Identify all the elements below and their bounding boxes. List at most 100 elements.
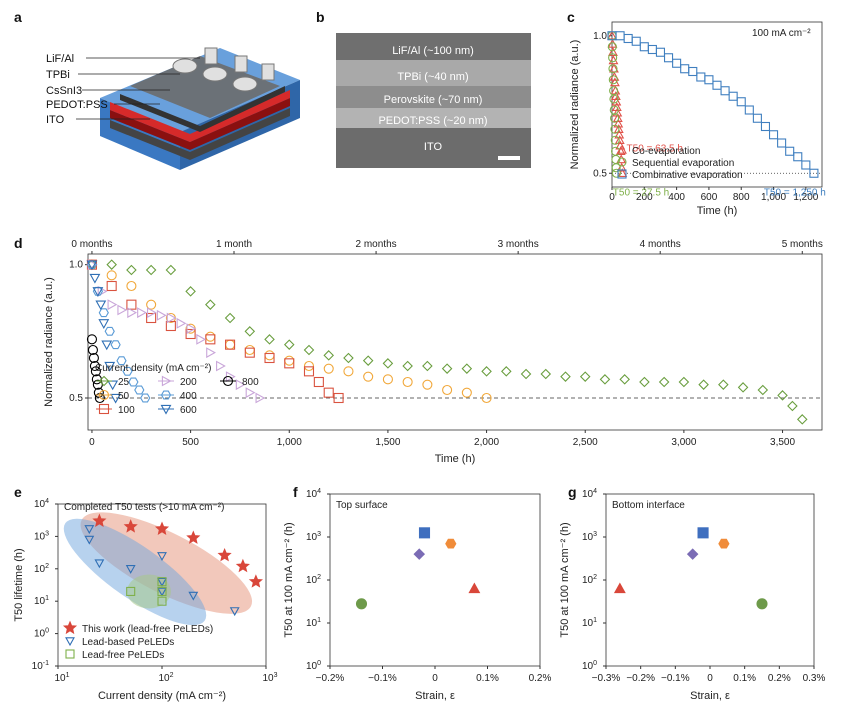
data-point <box>744 105 754 115</box>
plot-frame <box>605 493 815 667</box>
chart-title: Completed T50 tests (>10 mA cm⁻²) <box>64 502 224 513</box>
legend-label: Co-evaporation <box>632 146 700 157</box>
sem-label-ito: ITO <box>424 141 443 153</box>
layer-label-pedot: PEDOT:PSS <box>46 99 108 111</box>
legend-label: 100 <box>118 405 135 416</box>
data-point <box>90 366 101 377</box>
panel-label-e: e <box>14 484 22 500</box>
chart-g: −0.3% −0.2% −0.1% 0 0.1% 0.2% 0.3% 100 101 102 103… <box>559 488 826 702</box>
data-point <box>92 287 104 297</box>
data-point <box>402 376 413 388</box>
legend-marker <box>65 649 75 659</box>
data-point <box>125 565 136 574</box>
data-point <box>196 333 207 345</box>
data-point <box>93 387 104 398</box>
data-point <box>737 382 749 393</box>
data-point <box>768 130 779 140</box>
data-point <box>608 64 618 74</box>
data-point <box>146 299 157 310</box>
legend-label: 600 <box>180 405 197 416</box>
x-tick-label: 0.2% <box>768 673 791 684</box>
data-point <box>188 591 199 601</box>
data-point <box>92 513 107 527</box>
plot-frame <box>87 253 823 431</box>
x-tick-label: 0 <box>89 437 95 448</box>
data-point <box>92 379 103 390</box>
data-point <box>610 135 620 145</box>
data-point <box>658 376 670 388</box>
data-point <box>264 352 275 364</box>
data-point <box>101 340 113 351</box>
x-tick-label: 0 <box>432 673 438 684</box>
data-point <box>95 300 107 311</box>
data-point <box>736 97 746 107</box>
x-tick-label: 2,500 <box>573 437 598 448</box>
x-tick-label: 0.1% <box>476 673 499 684</box>
data-point <box>441 363 453 374</box>
data-point <box>217 547 232 562</box>
data-point <box>137 307 147 319</box>
y-tick-label: 104 <box>34 498 49 510</box>
data-point <box>631 36 641 46</box>
data-point <box>87 259 98 271</box>
data-point <box>123 519 138 533</box>
data-point <box>607 30 617 40</box>
data-point <box>128 377 139 387</box>
data-point <box>244 347 255 358</box>
data-point <box>86 334 97 345</box>
x-tick-label: −0.2% <box>316 673 345 684</box>
data-point <box>672 58 682 68</box>
chart-f: −0.2% −0.1% 0 0.1% 0.2% 100 101 102 103 104 Strain… <box>283 488 552 702</box>
data-point <box>140 393 151 403</box>
x-tick-label: 0 <box>609 192 615 203</box>
sem-label-lifal: LiF/Al (~100 nm) <box>392 45 474 57</box>
data-point <box>704 75 714 85</box>
data-point <box>680 64 690 74</box>
data-point <box>609 63 619 73</box>
x-tick-label: 103 <box>262 672 277 684</box>
chart-d: 0 500 1,000 1,500 2,000 2,500 3,000 3,500 0 mont… <box>43 239 823 465</box>
data-point <box>185 328 196 340</box>
panel-label-g: g <box>568 484 577 500</box>
data-point <box>106 259 117 270</box>
data-point <box>481 392 492 404</box>
data-point <box>206 347 216 359</box>
data-point <box>560 371 571 382</box>
data-point <box>146 307 157 319</box>
x-tick-label: 800 <box>733 192 750 203</box>
y-tick-label: 102 <box>306 574 321 586</box>
layer-label-tpbi: TPBi <box>46 69 70 81</box>
data-point <box>540 368 552 380</box>
data-point <box>87 344 98 356</box>
x-axis-label: Time (h) <box>697 205 738 217</box>
y-tick-label: 102 <box>582 574 597 586</box>
data-point <box>615 31 625 41</box>
data-point <box>777 138 787 148</box>
t50-label-co: T50 = 63.5 h <box>627 143 683 154</box>
x-tick-label: 1,200 <box>793 192 818 203</box>
plot-frame <box>329 493 541 667</box>
chart-title: Top surface <box>336 500 388 511</box>
data-point <box>787 400 798 412</box>
data-point <box>205 331 216 342</box>
data-point <box>520 368 532 380</box>
panel-label-f: f <box>293 484 298 500</box>
x-tick-label: 1,000 <box>761 192 786 203</box>
data-point <box>157 586 167 596</box>
data-point <box>255 392 266 404</box>
y-tick-label: 100 <box>34 628 49 640</box>
legend-label: Lead-based PeLEDs <box>82 637 174 648</box>
data-point <box>752 113 762 123</box>
data-point <box>599 374 611 385</box>
x-tick-label: 0 <box>707 673 713 684</box>
legend-marker <box>98 389 110 401</box>
legend-marker <box>160 404 172 415</box>
x-tick-label: 0.3% <box>803 673 826 684</box>
x-axis-label: Current density (mA cm⁻²) <box>98 690 226 702</box>
data-point <box>229 607 240 617</box>
chart-title: Bottom interface <box>612 500 685 511</box>
data-point <box>686 548 699 560</box>
data-point <box>323 350 334 361</box>
data-point <box>639 42 649 52</box>
data-point <box>205 299 216 310</box>
